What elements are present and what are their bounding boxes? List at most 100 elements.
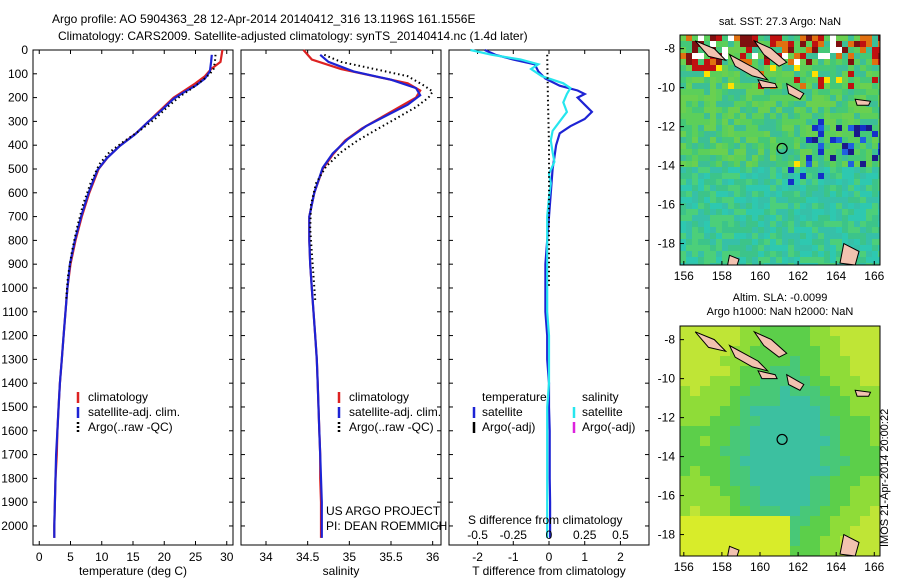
sst_map-cell: [878, 113, 880, 120]
sst_map-cell: [794, 125, 801, 132]
sst_map-cell: [800, 125, 807, 132]
sst_map-cell: [782, 41, 789, 48]
sla_map-cell: [800, 336, 811, 347]
sst_map-cell: [710, 161, 717, 168]
sst_map-cell: [704, 179, 711, 186]
sst_map-cell: [866, 149, 873, 156]
sst_map-cell: [860, 245, 867, 252]
sst_map-cell: [734, 233, 741, 240]
sst_map-cell: [710, 77, 717, 84]
sla_map-cell: [850, 416, 861, 427]
sla_map-cell: [860, 426, 871, 437]
sla_map-cell: [810, 446, 821, 457]
sla_map-cell: [690, 536, 701, 547]
sla_map-cell: [710, 496, 721, 507]
diff-top-tick-label: 0: [546, 528, 553, 542]
sst_map-cell: [872, 95, 879, 102]
sst_map-cell: [740, 191, 747, 198]
sst_map-cell: [866, 143, 873, 150]
sst_map-cell: [764, 191, 771, 198]
sst_map-island-outline: [757, 79, 778, 89]
sst_map-cell: [698, 35, 705, 42]
sst_map-cell: [704, 65, 711, 72]
sst_map-cell: [812, 155, 819, 162]
sst_map-cell: [800, 101, 807, 108]
sst_map-cell: [680, 215, 687, 222]
sst_map-cell: [758, 131, 765, 138]
sst_map-cell: [752, 83, 759, 90]
sst_map-cell: [842, 233, 849, 240]
sst_map-cell: [812, 107, 819, 114]
sst_map-cell: [728, 185, 735, 192]
sst_map-cell: [770, 89, 777, 96]
temperature-series-line: [53, 54, 213, 538]
sst_map-cell: [770, 95, 777, 102]
sst_map-cell: [806, 173, 813, 180]
sst_map-cell: [878, 197, 880, 204]
sst_map-cell: [704, 149, 711, 156]
sla_map-cell: [860, 516, 871, 527]
sst_map-cell: [740, 119, 747, 126]
sst_map-cell: [836, 179, 843, 186]
sla_map-cell: [780, 366, 791, 377]
sst_map-cell: [854, 89, 861, 96]
sst_map-cell: [740, 251, 747, 258]
sst_map-cell: [788, 137, 795, 144]
sst_map-cell: [728, 113, 735, 120]
sst_map-cell: [692, 47, 699, 54]
sst_map-cell: [824, 83, 831, 90]
sst_map-cell: [824, 161, 831, 168]
sst_map-cell: [710, 257, 717, 264]
sst_map-cell: [830, 161, 837, 168]
sla_map-cell: [840, 526, 851, 537]
sst_map-cell: [704, 143, 711, 150]
sla_map-cell: [830, 386, 841, 397]
sst_map-cell: [710, 233, 717, 240]
sst_map-cell: [734, 35, 741, 42]
sst_map-cell: [764, 173, 771, 180]
sst_map-cell: [716, 239, 723, 246]
sst_map-cell: [710, 245, 717, 252]
sst_map-cell: [764, 215, 771, 222]
sst_map-cell: [782, 77, 789, 84]
sst_map-cell: [764, 257, 771, 264]
sla_map-cell: [840, 446, 851, 457]
sst_map-cell: [860, 149, 867, 156]
sla_map-cell: [710, 446, 721, 457]
panel-sla_map: [679, 325, 881, 557]
sst_map-cell: [734, 161, 741, 168]
sla_map-cell: [760, 446, 771, 457]
sst_map-cell: [716, 191, 723, 198]
sla_map-cell: [840, 496, 851, 507]
sst_map-cell: [704, 41, 711, 48]
sst_map-cell: [782, 227, 789, 234]
sst_map-cell: [818, 203, 825, 210]
sla_map-cell: [720, 466, 731, 477]
sla_map-cell: [710, 456, 721, 467]
difference-series-line: [546, 54, 550, 288]
sst_map-cell: [686, 179, 693, 186]
sla_map-cell: [740, 496, 751, 507]
sst_map-cell: [734, 227, 741, 234]
sst_map-cell: [686, 257, 693, 264]
sla_map-cell: [870, 456, 880, 467]
sst_map-cell: [692, 113, 699, 120]
sla_map-cell: [850, 486, 861, 497]
sst_map-cell: [830, 209, 837, 216]
sla_map-cell: [750, 466, 761, 477]
sst_map-cell: [818, 131, 825, 138]
sst_map-cell: [710, 173, 717, 180]
sla_map-cell: [800, 536, 811, 547]
sst_map-y-tick-label: -14: [658, 159, 676, 173]
sst_map-cell: [776, 119, 783, 126]
sst_map-cell: [782, 191, 789, 198]
sst_map-cell: [758, 221, 765, 228]
sst_map-cell: [758, 245, 765, 252]
sst_map-cell: [878, 89, 880, 96]
sst_map-cell: [860, 95, 867, 102]
sst_map-cell: [686, 215, 693, 222]
sst_map-cell: [800, 155, 807, 162]
sst_map-cell: [800, 227, 807, 234]
sst_map-cell: [860, 107, 867, 114]
sst_map-cell: [680, 179, 687, 186]
